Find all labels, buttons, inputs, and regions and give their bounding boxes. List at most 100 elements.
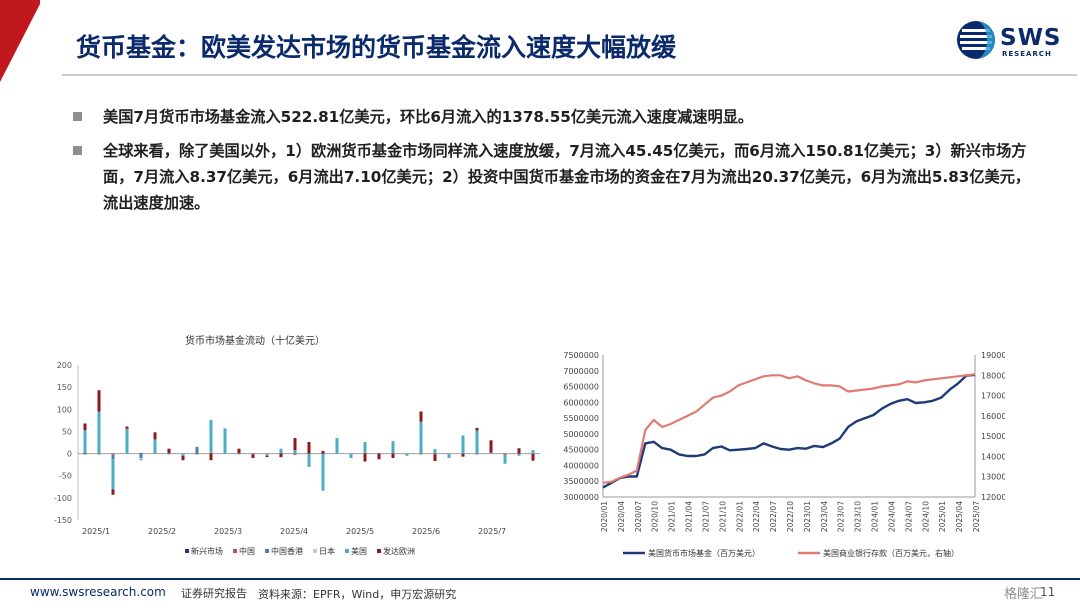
bar-6-week-16 (293, 438, 297, 451)
bar-5-week-18 (321, 453, 325, 491)
bar-5-week-15 (279, 448, 283, 454)
x-tick-label: 2025/2 (148, 527, 176, 536)
y-left-tick-label: 4000000 (563, 461, 599, 470)
legend-label: 美国货币市场基金（百万美元） (648, 548, 760, 558)
bar-5-week-29 (475, 430, 479, 454)
footer-report-tag: 证券研究报告 (181, 587, 247, 600)
logo-text: SWS (1000, 25, 1062, 51)
bar-6-week-3 (111, 489, 115, 495)
bar-3-week-5 (139, 453, 143, 458)
x-tick-label: 2025/5 (346, 527, 374, 536)
y-tick-label: 50 (62, 427, 72, 436)
bar-2-week-16 (293, 453, 297, 455)
bar-5-week-17 (307, 453, 311, 467)
y-tick-label: -150 (54, 516, 72, 525)
page-title: 货币基金：欧美发达市场的货币基金流入速度大幅放缓 (76, 33, 677, 62)
legend-label: 中国香港 (271, 546, 303, 556)
bar-2-week-7 (167, 453, 171, 454)
bullet-text: 美国7月货币市场基金流入522.81亿美元，环比6月流入的1378.55亿美元流… (103, 108, 754, 126)
series-line-2 (602, 373, 976, 484)
bar-5-week-16 (293, 450, 297, 454)
x-tick-label: 2024/07 (904, 501, 913, 532)
bar-6-week-33 (531, 454, 535, 461)
x-tick-label: 2024/10 (921, 501, 930, 532)
bar-5-week-30 (489, 452, 493, 454)
bar-6-week-22 (377, 453, 381, 460)
bar-5-week-24 (405, 453, 409, 456)
bar-5-week-27 (447, 453, 451, 458)
legend-label: 美国 (351, 546, 367, 556)
title-divider (62, 74, 1077, 76)
bar-2-week-1 (83, 453, 87, 455)
y-left-tick-label: 5500000 (563, 414, 599, 423)
sws-logo-icon (957, 21, 995, 59)
x-tick-label: 2023/01 (803, 501, 812, 532)
footer-divider (0, 578, 1080, 580)
bar-1-week-1 (83, 453, 87, 454)
bar-1-week-5 (139, 453, 143, 454)
bar-6-week-8 (181, 455, 185, 461)
bar-5-week-26 (433, 449, 437, 454)
footer-url[interactable]: www.swsresearch.com (30, 585, 166, 599)
x-tick-label: 2022/04 (752, 501, 761, 532)
x-tick-label: 2020/10 (651, 501, 660, 532)
bar-3-week-3 (111, 454, 115, 460)
bar-6-week-21 (363, 453, 367, 462)
x-tick-label: 2020/07 (634, 501, 643, 532)
x-tick-label: 2025/3 (214, 527, 242, 536)
y-right-tick-label: 19000000 (981, 351, 1005, 360)
bar-2-week-10 (209, 452, 213, 454)
bar-2-week-31 (503, 453, 507, 455)
x-tick-label: 2024/04 (887, 501, 896, 532)
y-right-tick-label: 14000000 (981, 452, 1005, 461)
bullet-square-icon (73, 112, 82, 121)
bar-5-week-20 (349, 453, 353, 458)
bar-5-week-4 (125, 428, 129, 454)
bar-6-week-30 (489, 440, 493, 453)
legend-swatch (313, 549, 317, 553)
bar-2-week-3 (111, 453, 115, 455)
x-tick-label: 2021/04 (685, 501, 694, 532)
x-tick-label: 2025/1 (82, 527, 110, 536)
bar-2-week-9 (195, 453, 199, 455)
bar-6-week-2 (97, 390, 101, 412)
bullet-item: 全球来看，除了美国以外，1）欧洲货币基金市场同样流入速度放缓，7月流入45.45… (72, 138, 1032, 216)
y-left-tick-label: 3000000 (563, 493, 599, 502)
bar-5-week-12 (237, 453, 241, 455)
bar-5-week-2 (97, 411, 101, 454)
logo-subtext: RESEARCH (1002, 50, 1052, 58)
bar-2-week-2 (97, 453, 101, 455)
bar-5-week-33 (531, 450, 535, 454)
bullet-list: 美国7月货币市场基金流入522.81亿美元，环比6月流入的1378.55亿美元流… (72, 104, 1032, 224)
bullet-text: 全球来看，除了美国以外，1）欧洲货币基金市场同样流入速度放缓，7月流入45.45… (103, 142, 1031, 212)
bullet-square-icon (73, 146, 82, 155)
legend-label: 发达欧洲 (383, 546, 415, 556)
page-number: 11 (1040, 585, 1056, 599)
bar-5-week-3 (111, 459, 115, 490)
bar-6-week-28 (461, 454, 465, 457)
bar-5-week-28 (461, 435, 465, 454)
y-right-tick-label: 17000000 (981, 392, 1005, 401)
bar-5-week-8 (181, 453, 185, 456)
x-tick-label: 2023/07 (837, 501, 846, 532)
bar-5-week-32 (517, 453, 521, 456)
y-left-tick-label: 7000000 (563, 367, 599, 376)
y-tick-label: 100 (57, 405, 72, 414)
y-left-tick-label: 6000000 (563, 398, 599, 407)
x-tick-label: 2024/01 (871, 501, 880, 532)
bar-5-week-31 (503, 454, 507, 464)
bar-6-week-10 (209, 453, 213, 461)
bar-2-week-13 (251, 453, 255, 455)
bar-5-week-14 (265, 453, 269, 456)
x-tick-label: 2022/07 (769, 501, 778, 532)
bar-6-week-26 (433, 454, 437, 462)
bar-6-week-13 (251, 454, 255, 458)
y-left-tick-label: 3500000 (563, 477, 599, 486)
bar-5-week-6 (153, 439, 157, 454)
x-tick-label: 2025/7 (478, 527, 506, 536)
bar-5-week-23 (391, 441, 395, 454)
watermark: 格隆汇 (1004, 587, 1044, 602)
y-right-tick-label: 15000000 (981, 432, 1005, 441)
bar-6-week-17 (307, 442, 311, 454)
legend-label: 新兴市场 (191, 546, 223, 556)
